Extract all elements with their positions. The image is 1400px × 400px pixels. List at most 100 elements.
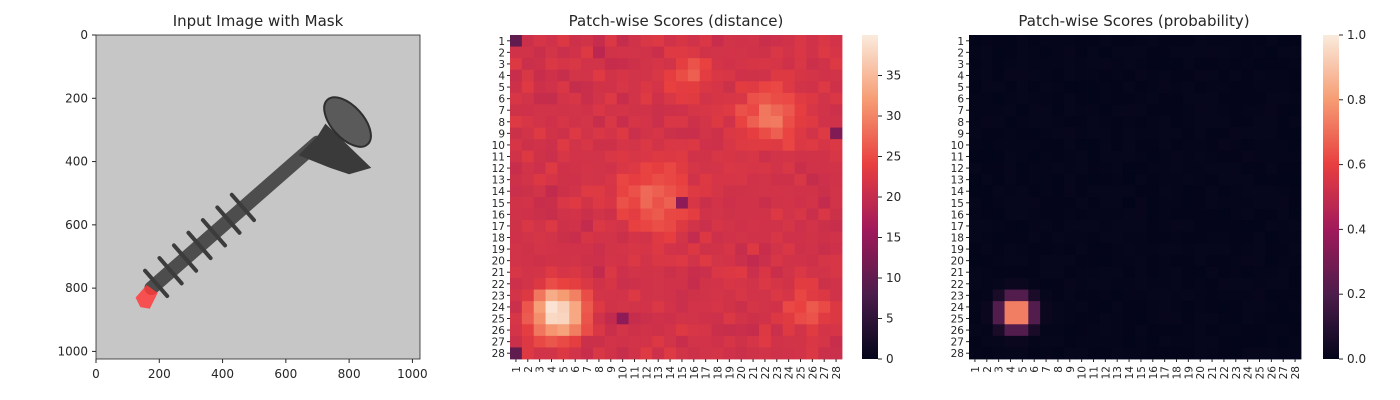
heatmap-cell [1099,335,1112,348]
distance-heatmap-axes: 1 2 3 4 5 6 7 8 9 10 11 12 13 14 15 16 17 18 19 20 21 22 23 24 2… [492,36,843,380]
heatmap-cell [770,278,784,290]
heatmap-cell [1135,127,1148,140]
heatmap-cell [1028,185,1041,198]
heatmap-cell [1040,254,1053,267]
heatmap-cell [699,104,712,117]
heatmap-cell [545,162,558,175]
heatmap-cell [664,197,677,209]
heatmap-cell [747,220,760,233]
heatmap-cell [676,231,689,244]
heatmap-cell [664,301,677,314]
heatmap-cell [676,347,689,360]
x-tick-label: 200 [148,367,171,381]
heatmap-cell [1063,208,1077,221]
heatmap-cell [806,58,819,71]
heatmap-cell [1265,58,1278,71]
heatmap-cell [992,197,1005,209]
heatmap-cell [1004,231,1017,244]
heatmap-cell [604,139,618,152]
heatmap-cell [1111,173,1124,186]
heatmap-cell [1289,335,1302,348]
heatmap-cell [699,254,712,267]
heatmap-cell [616,46,629,59]
heatmap-cell [1277,104,1290,117]
heatmap-cell [1206,58,1219,71]
heatmap-cell [1194,92,1207,105]
heatmap-cell [640,243,653,256]
x-tick-label: 19 [1183,366,1195,379]
panel2-title: Patch-wise Scores (distance) [569,12,784,30]
heatmap-cell [593,266,606,279]
heatmap-cell [1016,220,1029,233]
heatmap-cell [806,197,819,209]
heatmap-cell [557,58,570,71]
heatmap-cell [1194,231,1207,244]
heatmap-cell [1277,81,1290,94]
heatmap-cell [969,254,982,267]
heatmap-cell [1028,347,1041,360]
heatmap-cell [830,162,843,175]
heatmap-cell [794,104,807,117]
heatmap-cell [533,231,546,244]
heatmap-cell [1218,243,1231,256]
heatmap-cell [1194,278,1207,290]
heatmap-cell [1265,335,1278,348]
heatmap-cell [1241,150,1254,163]
heatmap-cell [1241,254,1254,267]
heatmap-cell [770,266,784,279]
heatmap-cell [521,162,535,175]
heatmap-cell [711,208,724,221]
heatmap-cell [1123,266,1136,279]
heatmap-cell [969,231,982,244]
heatmap-cell [593,92,606,105]
heatmap-cell [604,278,618,290]
heatmap-cell [557,208,570,221]
heatmap-cell [616,35,629,47]
heatmap-cell [759,335,772,348]
heatmap-cell [992,243,1005,256]
heatmap-cell [1146,312,1160,325]
heatmap-cell [664,116,677,128]
heatmap-cell [1075,139,1088,152]
heatmap-cell [664,81,677,94]
heatmap-cell [770,58,784,71]
heatmap-cell [521,116,535,128]
heatmap-cell [1182,197,1195,209]
heatmap-cell [664,208,677,221]
heatmap-cell [1158,197,1171,209]
heatmap-cell [699,173,712,186]
heatmap-cell [992,278,1005,290]
heatmap-cell [992,301,1005,314]
heatmap-cell [1253,243,1266,256]
heatmap-cell [1135,81,1148,94]
heatmap-cell [1099,58,1112,71]
heatmap-cell [1206,46,1219,59]
y-tick-label: 23 [492,290,505,302]
heatmap-cell [1194,312,1207,325]
heatmap-cell [1123,92,1136,105]
heatmap-cell [521,185,535,198]
heatmap-cell [521,301,535,314]
heatmap-cell [818,46,831,59]
heatmap-cell [510,162,523,175]
heatmap-cell [794,69,807,82]
heatmap-cell [1099,127,1112,140]
heatmap-cell [533,81,546,94]
heatmap-cell [794,116,807,128]
heatmap-cell [1087,347,1100,360]
y-tick-label: 13 [492,175,505,187]
heatmap-cell [770,116,784,128]
heatmap-cell [735,312,748,325]
heatmap-cell [759,139,772,152]
heatmap-cell [1241,69,1254,82]
heatmap-cell [1170,69,1183,82]
heatmap-cell [747,254,760,267]
heatmap-cell [510,266,523,279]
heatmap-cell [980,116,994,128]
heatmap-cell [992,81,1005,94]
heatmap-cell [992,289,1005,302]
heatmap-cell [818,208,831,221]
heatmap-cell [593,289,606,302]
y-tick-label: 28 [951,348,964,360]
heatmap-cell [1040,324,1053,337]
